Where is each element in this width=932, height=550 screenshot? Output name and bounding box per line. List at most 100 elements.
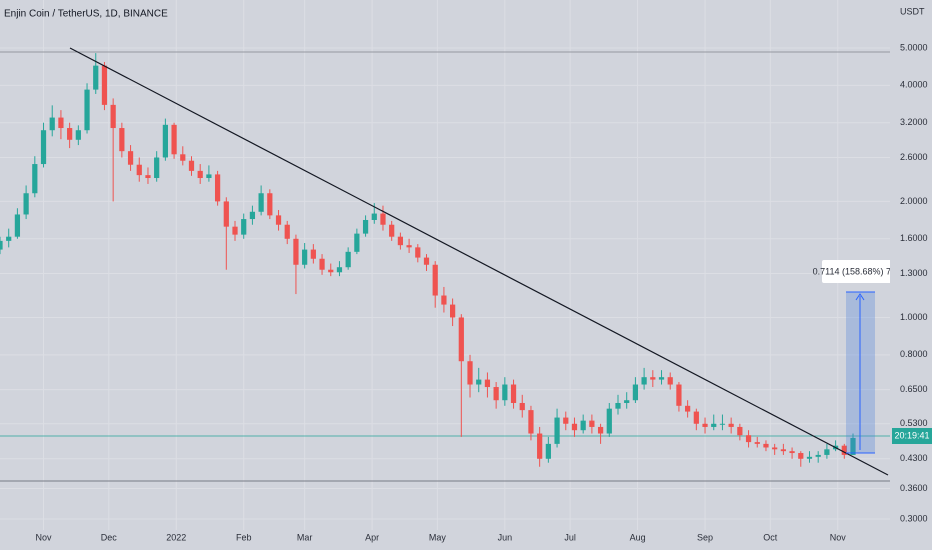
candle-body: [249, 211, 256, 220]
candle-body: [75, 130, 81, 140]
candle-body: [450, 304, 456, 318]
candle-body: [641, 377, 647, 385]
candle-body: [824, 449, 830, 455]
candle-body: [58, 117, 64, 129]
candle-body: [206, 174, 212, 179]
y-tick-label: 2.0000: [900, 196, 928, 206]
candle-body: [241, 219, 247, 235]
x-tick-label: Nov: [36, 532, 53, 542]
candle-body: [806, 456, 813, 459]
candle-body: [267, 193, 273, 216]
price-tag: [892, 428, 932, 444]
candles: [0, 53, 856, 467]
price-axis: [890, 0, 932, 550]
x-tick-label: Oct: [763, 532, 778, 542]
candle-body: [6, 236, 12, 241]
candle-body: [223, 201, 229, 227]
candle-body: [728, 423, 734, 427]
candle-body: [650, 377, 656, 380]
candle-body: [406, 245, 412, 248]
x-tick-label: Feb: [236, 532, 252, 542]
candle-body: [284, 224, 290, 239]
candle-body: [310, 249, 316, 259]
candle-body: [258, 193, 264, 212]
candle-body: [658, 377, 665, 380]
chart-title: Enjin Coin / TetherUS, 1D, BINANCE: [4, 9, 168, 20]
candle-body: [615, 402, 621, 409]
candle-body: [606, 408, 612, 434]
x-tick-label: Jun: [498, 532, 513, 542]
y-tick-label: 0.3600: [900, 483, 928, 493]
y-tick-label: 3.2000: [900, 117, 928, 127]
y-tick-label: 1.6000: [900, 233, 928, 243]
candle-body: [737, 426, 743, 436]
grid: [0, 0, 890, 530]
candle-body: [84, 89, 90, 131]
candle-body: [693, 411, 699, 424]
y-tick-label: 1.0000: [900, 312, 928, 322]
measure-label-box: [822, 260, 896, 283]
candle-body: [789, 451, 795, 454]
candle-body: [293, 238, 299, 265]
candle-body: [754, 442, 760, 444]
candle-body: [780, 449, 786, 452]
candle-body: [67, 128, 73, 140]
candle-body: [101, 65, 108, 105]
candle-body: [127, 151, 134, 165]
candle-body: [423, 257, 430, 265]
candle-body: [197, 170, 203, 179]
x-tick-label: Jul: [564, 532, 576, 542]
candle-body: [145, 175, 151, 179]
price-tag-text: 20:19:41: [894, 430, 929, 440]
candle-body: [162, 124, 168, 158]
x-tick-label: Dec: [101, 532, 118, 542]
y-tick-label: 0.8000: [900, 349, 928, 359]
candle-body: [319, 258, 325, 270]
y-tick-label: 0.6500: [900, 384, 928, 394]
measure-arrow-head: [855, 293, 865, 301]
candle-body: [632, 384, 639, 401]
candle-body: [484, 379, 491, 388]
candle-body: [772, 447, 778, 450]
candle-body: [336, 267, 343, 273]
axes: 5.0000 4.0000 3.2000 2.6000 2.0000 1.6000 1.30…: [36, 42, 928, 542]
candle-body: [397, 236, 404, 246]
x-tick-label: Aug: [630, 532, 646, 542]
candle-body: [667, 377, 673, 385]
candle-body: [850, 437, 856, 455]
candle-body: [32, 164, 38, 194]
candle-body: [188, 160, 195, 171]
candle-body: [154, 157, 160, 179]
candle-body: [232, 226, 238, 235]
candle-body: [14, 214, 21, 237]
currency-label: USDT: [900, 6, 925, 16]
candle-body: [571, 423, 578, 431]
candle-body: [798, 453, 804, 459]
candle-body: [676, 384, 682, 406]
x-tick-label: Sep: [697, 532, 713, 542]
candle-body: [597, 426, 604, 434]
candle-body: [719, 423, 726, 425]
candle-body: [841, 445, 847, 455]
y-tick-label: 4.0000: [900, 80, 928, 90]
candle-body: [745, 435, 752, 443]
x-tick-label: Nov: [830, 532, 847, 542]
candle-body: [711, 423, 717, 427]
candle-body: [702, 423, 708, 427]
candle-body: [49, 117, 55, 131]
y-tick-label: 1.3000: [900, 268, 928, 278]
y-tick-label: 0.3000: [900, 513, 928, 523]
candle-body: [371, 213, 377, 220]
candle-body: [380, 213, 386, 225]
x-tick-label: Apr: [365, 532, 379, 542]
candle-body: [685, 405, 691, 412]
x-tick-label: Mar: [297, 532, 313, 542]
y-tick-label: 2.6000: [900, 152, 928, 162]
candle-body: [40, 130, 47, 165]
candle-body: [458, 317, 464, 362]
y-tick-label: 0.5300: [900, 418, 928, 428]
candle-body: [0, 240, 3, 250]
candle-body: [563, 417, 569, 424]
